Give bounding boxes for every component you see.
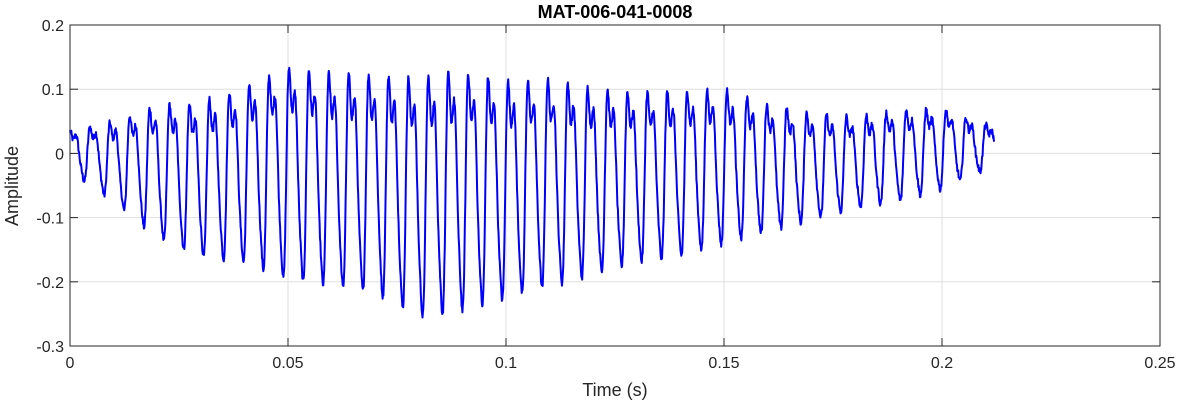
x-tick-label: 0 (66, 355, 75, 372)
y-tick-label: 0 (55, 146, 64, 163)
x-tick-label: 0.25 (1144, 355, 1175, 372)
y-tick-label: 0.2 (42, 18, 64, 35)
x-axis-label: Time (s) (582, 380, 647, 400)
y-axis-label: Amplitude (2, 146, 22, 226)
y-tick-label: -0.1 (36, 211, 64, 228)
y-tick-label: 0.1 (42, 82, 64, 99)
y-tick-label: -0.2 (36, 275, 64, 292)
plot-area (70, 25, 1160, 346)
y-tick-label: -0.3 (36, 339, 64, 356)
x-tick-label: 0.05 (272, 355, 303, 372)
x-tick-label: 0.1 (495, 355, 517, 372)
chart-title: MAT-006-041-0008 (538, 2, 693, 22)
x-tick-label: 0.15 (708, 355, 739, 372)
x-tick-label: 0.2 (931, 355, 953, 372)
axis-ticks: 0 0.05 0.1 0.15 0.2 0.25 -0.3 -0.2 -0.1 0 0.1 0.2 (36, 18, 1175, 372)
signal-line (69, 66, 996, 319)
plot-frame (69, 24, 1161, 347)
